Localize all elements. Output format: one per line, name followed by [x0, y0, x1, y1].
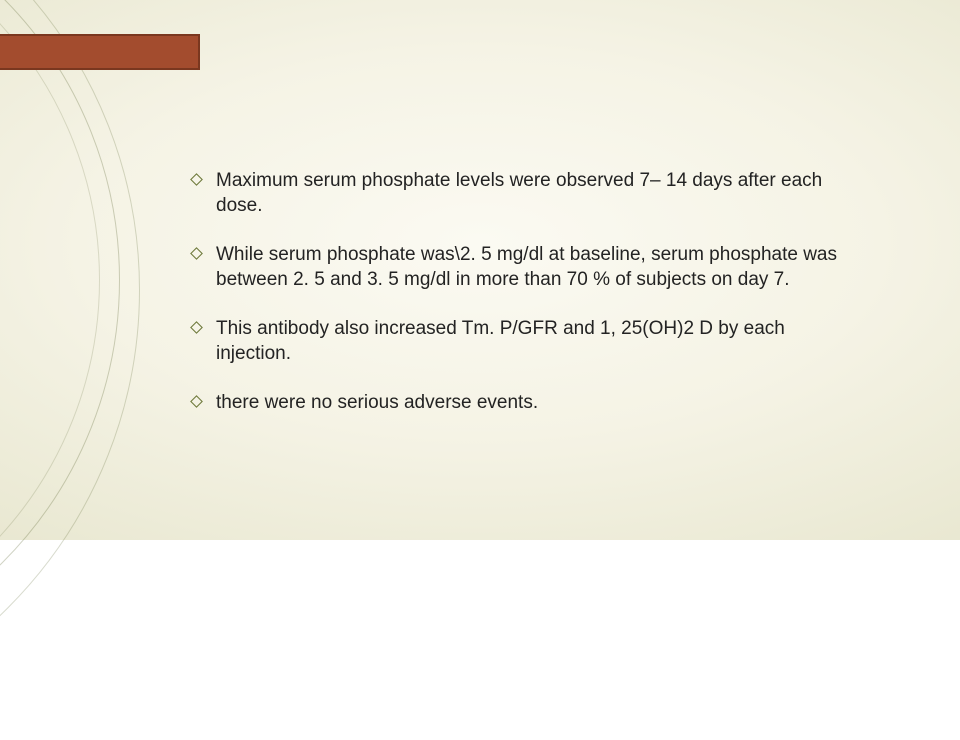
bullet-text: This antibody also increased Tm. P/GFR a… — [216, 316, 850, 366]
list-item: While serum phosphate was\2. 5 mg/dl at … — [190, 242, 850, 292]
bullet-text: Maximum serum phosphate levels were obse… — [216, 168, 850, 218]
diamond-bullet-icon — [190, 247, 203, 260]
slide-content: Maximum serum phosphate levels were obse… — [190, 168, 850, 440]
diamond-bullet-icon — [190, 395, 203, 408]
bullet-text: While serum phosphate was\2. 5 mg/dl at … — [216, 242, 850, 292]
accent-bar — [0, 34, 200, 70]
diamond-bullet-icon — [190, 173, 203, 186]
bullet-text: there were no serious adverse events. — [216, 390, 850, 415]
list-item: This antibody also increased Tm. P/GFR a… — [190, 316, 850, 366]
list-item: Maximum serum phosphate levels were obse… — [190, 168, 850, 218]
diamond-bullet-icon — [190, 321, 203, 334]
list-item: there were no serious adverse events. — [190, 390, 850, 415]
